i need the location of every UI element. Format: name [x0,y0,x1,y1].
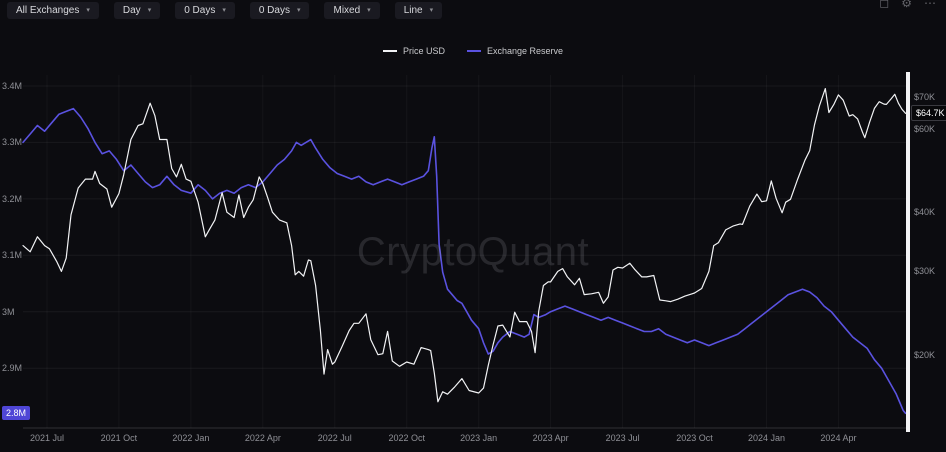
x-axis-label: 2022 Apr [244,433,281,443]
x-axis-label: 2021 Jul [29,433,64,443]
x-axis-label: 2023 Apr [532,433,569,443]
chevron-down-icon: ▾ [147,7,152,14]
x-axis-label: 2022 Oct [388,433,425,443]
scale-select-label: Mixed [333,5,361,16]
chevron-down-icon: ▾ [86,7,90,14]
chevron-down-icon: ▾ [429,7,434,14]
chart-settings-toolbar: All Exchanges ▾ Day ▾ 0 Days ▾ 0 Days ▾ … [7,2,443,19]
legend-item-price-usd[interactable]: Price USD [382,46,445,56]
legend-label: Exchange Reserve [486,46,564,56]
y-axis-label-right: $20K [914,349,936,360]
more-icon[interactable]: ⋯ [924,0,936,10]
reserve-current-value-badge: 2.8M [2,406,31,421]
legend-label: Price USD [402,46,445,56]
legend: Price USD Exchange Reserve [0,46,946,56]
x-axis-label: 2024 Jan [747,433,785,443]
chart-type-select[interactable]: Line ▾ [394,2,443,19]
x-axis-label: 2023 Oct [676,433,713,443]
x-axis-label: 2022 Jan [172,433,210,443]
camera-icon[interactable]: ◻ [879,0,890,10]
chevron-down-icon: ▾ [367,7,371,14]
x-axis-label: 2024 Apr [820,433,857,443]
right-axis-strip [906,72,910,432]
y-axis-label-left: 3.3M [2,137,23,148]
x-axis-label: 2023 Jul [605,433,640,443]
y-axis-label-left: 3.4M [2,81,23,91]
x-axis-label: 2021 Oct [100,433,138,443]
scale-select[interactable]: Mixed ▾ [324,2,380,19]
y-axis-label-left: 3M [2,306,15,317]
exchange-select[interactable]: All Exchanges ▾ [7,2,99,19]
price-usd-swatch [382,50,397,52]
legend-item-exchange-reserve[interactable]: Exchange Reserve [466,46,564,56]
chevron-down-icon: ▾ [296,7,301,14]
x-axis-label: 2022 Jul [317,433,352,443]
y-axis-label-right: $70K [914,92,936,103]
resolution-select[interactable]: Day ▾ [113,2,161,19]
price-current-value-badge: $64.7K [911,105,946,122]
chevron-down-icon: ▾ [222,7,226,14]
x-axis-label: 2023 Jan [460,433,498,443]
y-axis-label-right: $60K [914,123,936,134]
shift-select-label: 0 Days [184,5,216,16]
y-axis-label-left: 3.1M [2,250,23,261]
resolution-select-label: Day [122,5,141,16]
exchange-reserve-swatch [466,50,481,52]
y-axis-label-left: 2.9M [2,363,23,374]
moving-average-select[interactable]: 0 Days ▾ [249,2,310,19]
toolbar-action-icons: ◻ ⚙ ⋯ [879,0,936,10]
gear-icon[interactable]: ⚙ [901,0,912,10]
y-axis-label-left: 3.2M [2,193,23,204]
y-axis-label-right: $30K [914,266,936,277]
moving-average-select-label: 0 Days [258,5,290,16]
shift-select[interactable]: 0 Days ▾ [175,2,235,19]
chart-type-select-label: Line [403,5,423,16]
y-axis-label-right: $40K [914,207,936,218]
exchange-select-label: All Exchanges [16,5,80,16]
